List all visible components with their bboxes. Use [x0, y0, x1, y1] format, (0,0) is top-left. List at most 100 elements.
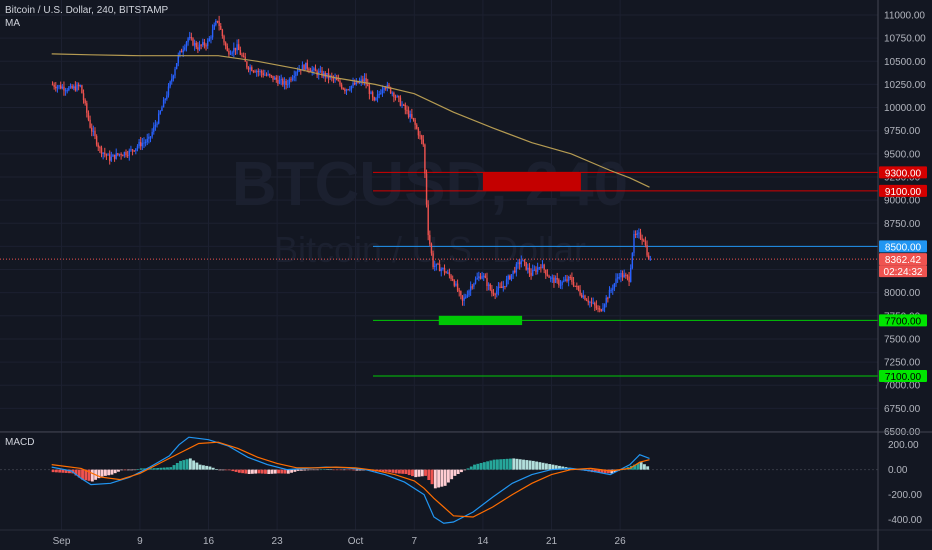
candle[interactable] [399, 95, 402, 107]
macd-histogram-bar[interactable] [469, 466, 473, 470]
candle[interactable] [626, 274, 629, 281]
macd-histogram-bar[interactable] [64, 469, 68, 473]
candle[interactable] [92, 125, 95, 137]
candle[interactable] [474, 276, 477, 285]
macd-histogram-bar[interactable] [391, 469, 395, 473]
macd-histogram-bar[interactable] [143, 468, 147, 470]
macd-histogram-bar[interactable] [646, 466, 650, 470]
candle[interactable] [133, 150, 135, 153]
candle[interactable] [239, 46, 242, 56]
macd-histogram-bar[interactable] [221, 469, 225, 471]
candle[interactable] [213, 22, 215, 31]
candle[interactable] [567, 275, 570, 287]
candle[interactable] [456, 279, 459, 293]
macd-histogram-bar[interactable] [286, 469, 290, 474]
candle[interactable] [146, 133, 148, 146]
candle[interactable] [533, 265, 536, 272]
macd-histogram-bar[interactable] [440, 469, 444, 487]
macd-histogram-bar[interactable] [58, 469, 62, 473]
macd-histogram-bar[interactable] [133, 469, 137, 471]
candle[interactable] [104, 147, 106, 158]
macd-histogram-bar[interactable] [117, 469, 120, 472]
candle[interactable] [66, 87, 68, 94]
macd-histogram-bar[interactable] [486, 461, 490, 470]
candle[interactable] [102, 152, 104, 160]
macd-histogram-bar[interactable] [597, 469, 601, 473]
macd-histogram-bar[interactable] [427, 469, 431, 481]
macd-histogram-bar[interactable] [411, 469, 414, 477]
candle[interactable] [376, 90, 379, 103]
macd-histogram-bar[interactable] [512, 458, 516, 470]
macd-histogram-bar[interactable] [201, 465, 205, 470]
candle[interactable] [487, 282, 490, 291]
candle[interactable] [143, 137, 145, 148]
macd-histogram-bar[interactable] [322, 469, 326, 470]
candle[interactable] [381, 85, 384, 97]
candle[interactable] [437, 262, 439, 265]
candle[interactable] [471, 284, 473, 290]
macd-legend[interactable]: MACD [5, 437, 35, 448]
macd-histogram-bar[interactable] [257, 469, 261, 474]
candle[interactable] [630, 264, 632, 283]
low-support-badge[interactable]: 7100.00 [879, 369, 927, 383]
macd-histogram-bar[interactable] [394, 469, 398, 474]
candle[interactable] [582, 290, 585, 299]
candle[interactable] [161, 105, 163, 112]
candle[interactable] [159, 110, 162, 115]
candle[interactable] [398, 95, 400, 103]
candle[interactable] [64, 87, 67, 96]
candle[interactable] [86, 100, 88, 118]
macd-histogram-bar[interactable] [74, 469, 78, 476]
macd-histogram-bar[interactable] [525, 460, 529, 470]
macd-histogram-bar[interactable] [424, 469, 427, 476]
candle[interactable] [51, 81, 54, 86]
macd-histogram-bar[interactable] [97, 469, 101, 479]
candle[interactable] [226, 43, 228, 52]
candle[interactable] [247, 66, 250, 73]
candle[interactable] [242, 52, 245, 58]
candle[interactable] [174, 66, 176, 79]
candle[interactable] [249, 64, 251, 75]
candle[interactable] [633, 230, 635, 257]
candle[interactable] [156, 121, 158, 128]
candle[interactable] [615, 273, 617, 287]
candle[interactable] [118, 153, 121, 157]
candle[interactable] [220, 23, 222, 30]
macd-histogram-bar[interactable] [642, 464, 646, 470]
candle[interactable] [100, 145, 103, 158]
candle[interactable] [99, 145, 101, 153]
macd-histogram-bar[interactable] [175, 462, 179, 470]
candle[interactable] [572, 277, 575, 288]
candle[interactable] [130, 145, 132, 152]
macd-histogram-bar[interactable] [303, 469, 307, 471]
resistance-bottom-badge[interactable]: 9100.00 [879, 184, 927, 198]
macd-histogram-bar[interactable] [270, 469, 274, 474]
macd-histogram-bar[interactable] [538, 462, 542, 470]
macd-histogram-bar[interactable] [215, 469, 218, 470]
macd-histogram-bar[interactable] [198, 464, 202, 470]
candle[interactable] [535, 266, 537, 275]
macd-histogram-bar[interactable] [515, 458, 519, 470]
candle[interactable] [468, 289, 470, 298]
macd-histogram-bar[interactable] [509, 458, 512, 470]
candle[interactable] [393, 91, 395, 103]
candle[interactable] [233, 42, 235, 58]
candle[interactable] [608, 286, 611, 299]
macd-histogram-bar[interactable] [489, 460, 493, 470]
candle[interactable] [492, 288, 495, 297]
candle[interactable] [435, 263, 438, 271]
candle[interactable] [520, 255, 522, 268]
level-badge[interactable]: 8500.00 [879, 240, 927, 253]
candle[interactable] [571, 272, 573, 285]
candle[interactable] [123, 151, 126, 158]
macd-histogram-bar[interactable] [110, 469, 114, 475]
candle[interactable] [195, 40, 197, 50]
candle[interactable] [559, 280, 562, 289]
candle[interactable] [288, 77, 291, 88]
candle[interactable] [259, 68, 261, 76]
macd-histogram-bar[interactable] [254, 469, 258, 474]
candle[interactable] [564, 275, 567, 282]
last-price-badge[interactable]: 8362.42 [879, 253, 927, 266]
candle[interactable] [556, 272, 558, 284]
